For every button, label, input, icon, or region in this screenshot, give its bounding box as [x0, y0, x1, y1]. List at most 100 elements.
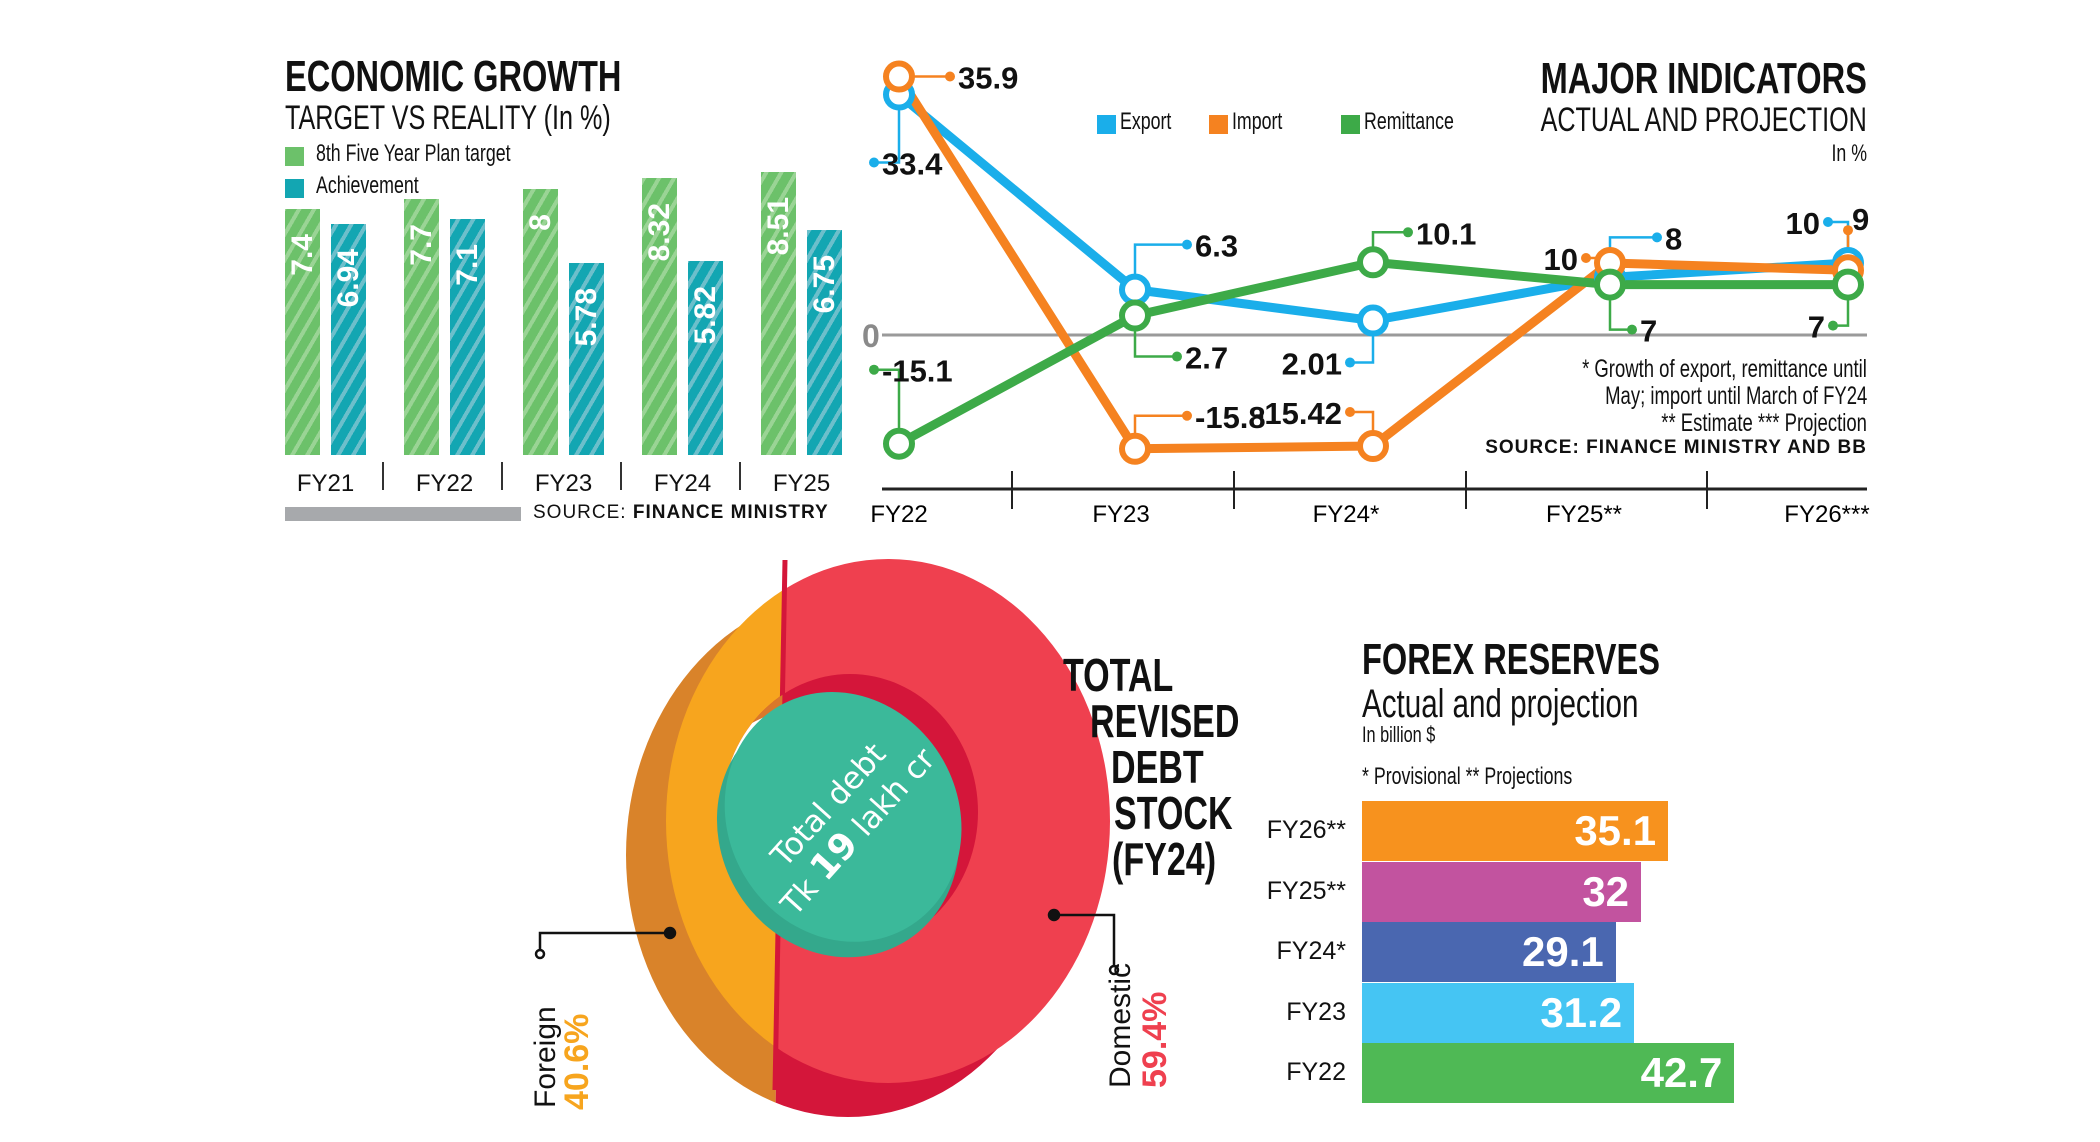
x-tick-label: FY23 — [1092, 501, 1149, 528]
import-point — [1119, 432, 1151, 465]
category-label: FY24 — [653, 470, 712, 497]
x-tick-label: FY25** — [1546, 501, 1622, 528]
forex-value-label: 35.1 — [1574, 807, 1657, 854]
remittance-value-label: 7 — [1640, 314, 1657, 349]
achievement-bar: 6.94 — [331, 223, 366, 455]
foreign-leader — [534, 926, 677, 960]
target-bar: 8 — [523, 188, 558, 455]
export-leader — [869, 94, 901, 168]
forex-subtitle: Actual and projection — [1362, 682, 1639, 726]
domestic-percent: 59.4% — [1136, 992, 1174, 1088]
import-value-label: 10 — [1544, 242, 1578, 277]
economic-growth-subtitle: TARGET VS REALITY (In %) — [285, 99, 611, 137]
legend-achievement: Achievement — [285, 172, 455, 200]
forex-category-label: FY22 — [1286, 1058, 1346, 1086]
domestic-label: Domestic — [1104, 963, 1137, 1088]
import-value-label: -15.8 — [1195, 400, 1266, 435]
forex-note: * Provisional ** Projections — [1362, 763, 1573, 790]
legend-swatch-export — [1097, 115, 1116, 135]
target-bar: 7.4 — [285, 208, 320, 455]
achievement-bar: 5.82 — [688, 261, 723, 455]
legend-import: Import — [1209, 108, 1300, 136]
category-separator — [501, 462, 503, 490]
forex-category-label: FY24* — [1276, 937, 1346, 965]
forex-value-label: 29.1 — [1522, 928, 1604, 975]
category-label: FY23 — [534, 470, 593, 497]
import-point — [883, 60, 915, 93]
major-indicators-unit: In % — [1831, 140, 1867, 167]
category-label: FY21 — [296, 470, 355, 497]
category-separator — [382, 462, 384, 490]
legend-remittance: Remittance — [1341, 108, 1486, 136]
major-indicators-subtitle: ACTUAL AND PROJECTION — [1540, 101, 1867, 139]
x-tick-label: FY22 — [870, 501, 927, 528]
remittance-value-label: 7 — [1808, 310, 1825, 345]
achievement-bar: 7.1 — [450, 218, 485, 455]
achievement-bar: 5.78 — [569, 262, 604, 455]
target-bar: 8.51 — [761, 171, 796, 455]
forex-bar: 31.2 — [1362, 982, 1635, 1043]
x-tick-label: FY24* — [1313, 501, 1380, 528]
domestic-leader — [1047, 908, 1120, 976]
legend-swatch-import — [1209, 115, 1228, 135]
remittance-point — [1357, 246, 1389, 279]
source-bar — [285, 507, 521, 521]
target-bar: 8.32 — [642, 177, 677, 455]
legend-label-achievement: Achievement — [316, 172, 420, 199]
forex-bar: 32 — [1362, 861, 1642, 922]
center-disc — [716, 692, 962, 958]
export-value-label: 10 — [1786, 206, 1820, 241]
export-value-label: 8 — [1665, 221, 1682, 256]
legend-target: 8th Five Year Plan target — [285, 140, 579, 168]
forex-unit: In billion $ — [1362, 722, 1436, 747]
remittance-point — [1594, 268, 1626, 301]
forex-category-label: FY26** — [1266, 816, 1346, 844]
foreign-label: Foreign — [529, 1006, 562, 1108]
export-point — [1119, 273, 1151, 306]
remittance-value-label: 10.1 — [1416, 216, 1476, 251]
remittance-leader — [869, 364, 901, 444]
major-indicators-source: SOURCE: FINANCE MINISTRY AND BB — [1485, 437, 1867, 458]
forex-bar: 42.7 — [1362, 1043, 1735, 1103]
forex-bar: 35.1 — [1362, 801, 1669, 861]
import-value-label: -15.42 — [1254, 396, 1342, 431]
debt-title: TOTAL REVISED DEBT STOCK (FY24) — [1063, 649, 1240, 885]
major-indicators-chart: FY22 FY23 FY24* FY25** FY26*** 33.4 6.3 2.01 8 10… — [869, 60, 1870, 528]
remittance-value-label: -15.1 — [882, 354, 953, 389]
export-point — [1357, 304, 1389, 337]
economic-growth-title: ECONOMIC GROWTH — [285, 52, 622, 101]
import-point — [1357, 430, 1389, 463]
forex-category-label: FY25** — [1266, 876, 1346, 905]
remittance-point — [883, 427, 915, 460]
forex-value-label: 32 — [1582, 867, 1630, 915]
legend-swatch-remittance — [1341, 115, 1360, 135]
category-separator — [620, 462, 622, 490]
zero-label: 0 — [862, 318, 880, 354]
foreign-percent: 40.6% — [558, 1014, 596, 1110]
remittance-point — [1119, 299, 1151, 332]
import-value-label: 35.9 — [958, 61, 1018, 96]
forex-title: FOREX RESERVES — [1362, 635, 1660, 684]
major-indicators-title: MAJOR INDICATORS — [1540, 54, 1867, 103]
category-label: FY25 — [772, 470, 831, 497]
category-separator — [739, 462, 741, 490]
economic-growth-source: SOURCE: FINANCE MINISTRY — [533, 502, 829, 523]
major-indicators-notes: * Growth of export, remittance until May… — [1582, 355, 1867, 437]
legend-swatch-achievement — [285, 179, 304, 199]
forex-value-label: 31.2 — [1540, 988, 1623, 1036]
forex-bar: 29.1 — [1362, 922, 1616, 982]
achievement-bar: 6.75 — [807, 230, 842, 455]
legend-export: Export — [1097, 108, 1190, 136]
x-tick-label: FY26*** — [1784, 501, 1869, 528]
export-value-label: 2.01 — [1282, 347, 1342, 382]
remittance-value-label: 2.7 — [1185, 341, 1228, 376]
export-value-label: 33.4 — [882, 147, 943, 182]
remittance-point — [1832, 268, 1864, 301]
debt-donut: Total debt Tk 19 lakh cr Foreign 40.6% D… — [529, 559, 1174, 1117]
forex-category-label: FY23 — [1286, 997, 1346, 1026]
forex-value-label: 42.7 — [1640, 1049, 1723, 1096]
export-value-label: 6.3 — [1195, 229, 1238, 264]
category-label: FY22 — [415, 470, 474, 497]
legend-swatch-target — [285, 147, 304, 167]
import-value-label: 9 — [1852, 202, 1869, 237]
